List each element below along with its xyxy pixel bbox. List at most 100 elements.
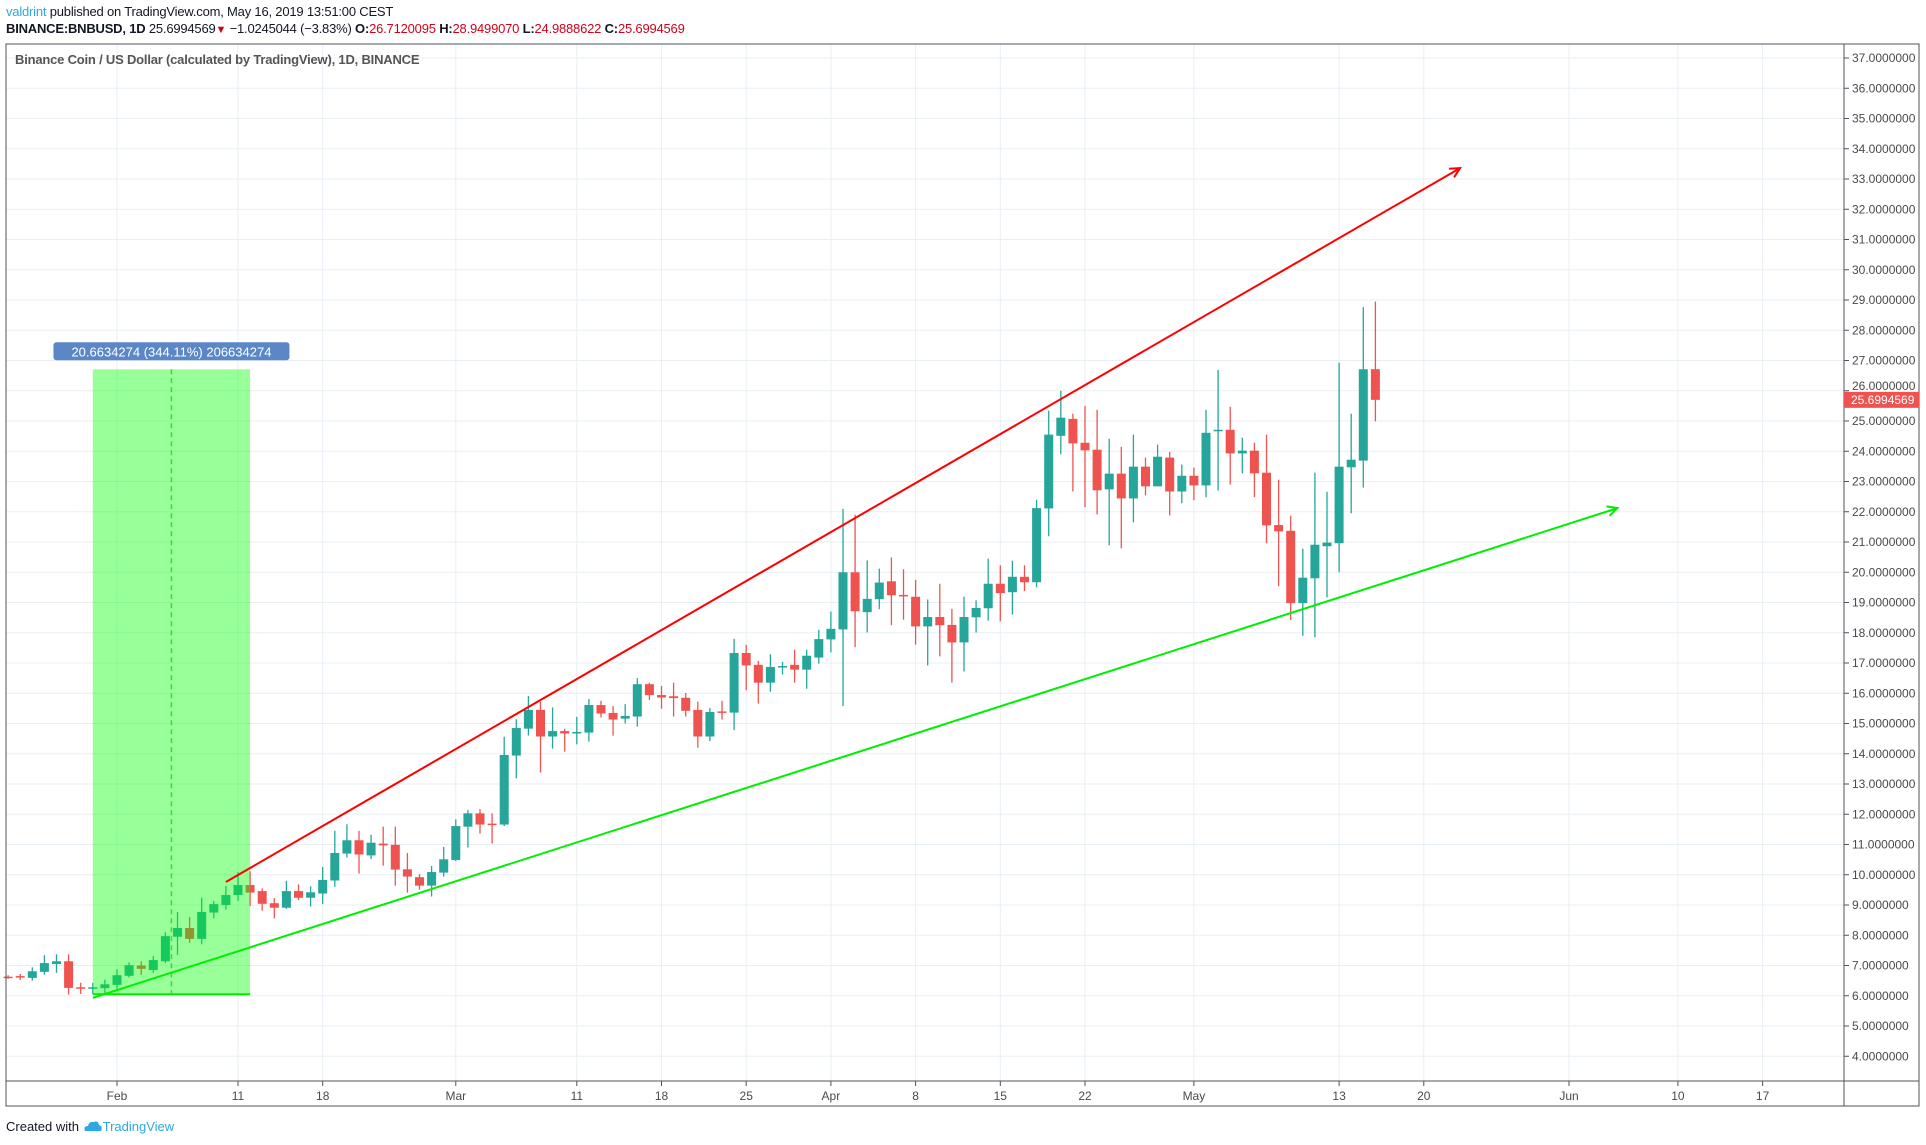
candle	[3, 975, 13, 979]
candle-body	[439, 859, 449, 873]
price-range-box[interactable]	[92, 369, 251, 995]
candle	[197, 897, 207, 945]
candle-body	[451, 826, 461, 860]
candle-body	[681, 697, 691, 711]
price-tick-label: 10.0000000	[1852, 868, 1916, 882]
candle	[874, 568, 884, 610]
candle-body	[693, 709, 703, 737]
candle-body	[826, 628, 836, 640]
candle	[693, 701, 703, 748]
candle	[64, 954, 74, 995]
candle	[1080, 405, 1090, 508]
time-tick-label: 25	[740, 1089, 754, 1103]
candle-body	[475, 813, 485, 825]
candle	[269, 898, 279, 919]
candle	[294, 884, 303, 901]
candle-body	[995, 583, 1005, 594]
time-tick-label: Feb	[107, 1089, 128, 1103]
candle-body	[160, 936, 170, 962]
candle-body	[511, 728, 521, 756]
tradingview-link[interactable]: TradingView	[102, 1119, 175, 1134]
candle-body	[100, 984, 110, 989]
support-trendline[interactable]	[92, 508, 1618, 999]
candle	[390, 826, 400, 886]
candle-body	[499, 754, 509, 825]
high-value: 28.9499070	[452, 21, 520, 36]
grid-lines	[6, 44, 1844, 1081]
candle	[124, 962, 134, 978]
candle-body	[1274, 525, 1284, 532]
candle	[342, 824, 352, 858]
candle-body	[620, 715, 630, 719]
price-tick-label: 22.0000000	[1852, 505, 1916, 519]
candle-body	[318, 879, 328, 894]
candle	[185, 917, 195, 943]
candle	[378, 826, 388, 866]
resistance-trendline[interactable]	[225, 168, 1460, 883]
footer: Created with TradingView	[6, 1119, 174, 1134]
candle	[487, 813, 497, 844]
candle	[1213, 369, 1223, 491]
candle-body	[923, 617, 933, 627]
candle-body	[173, 927, 182, 937]
open-label: O:	[355, 21, 370, 36]
candle-body	[354, 840, 364, 855]
candle-body	[753, 664, 763, 683]
author-link[interactable]: valdrint	[6, 4, 47, 19]
low-value: 24.9888622	[534, 21, 602, 36]
candle-body	[874, 582, 884, 600]
candle-body	[330, 852, 340, 881]
time-tick-label: Mar	[445, 1089, 466, 1103]
price-tick-label: 31.0000000	[1852, 233, 1916, 247]
candle	[112, 969, 122, 989]
candle-body	[971, 607, 981, 618]
price-tick-label: 33.0000000	[1852, 172, 1916, 186]
current-price-label-bg	[1844, 391, 1919, 408]
candle	[947, 608, 957, 683]
price-axis[interactable]: 37.0000000 36.0000000 35.0000000 34.0000000…	[1844, 51, 1916, 1063]
price-tick-label: 32.0000000	[1852, 202, 1916, 216]
candle-body	[3, 976, 13, 979]
candle	[1116, 446, 1126, 549]
candle-body	[584, 705, 594, 733]
candle	[536, 701, 545, 773]
time-axis[interactable]: Feb 11 18 Mar 11 18 25 Apr 8 15 22 May 13 20 Jun 10 17	[107, 1081, 1770, 1103]
publish-line: valdrint published on TradingView.com, M…	[6, 4, 393, 19]
price-tick-label: 8.0000000	[1852, 928, 1909, 942]
candle	[136, 961, 146, 975]
candle-body	[136, 965, 146, 969]
candle-body	[838, 572, 848, 630]
candle	[1286, 515, 1296, 621]
candle-body	[1370, 369, 1380, 400]
candle-body	[1165, 457, 1175, 492]
candle-body	[899, 594, 908, 597]
candle	[596, 700, 606, 718]
candle	[1322, 491, 1332, 598]
candle	[669, 682, 679, 717]
time-tick-label: 18	[316, 1089, 330, 1103]
candle	[959, 596, 969, 672]
candle	[1262, 434, 1271, 544]
candle-body	[342, 840, 352, 854]
candle	[850, 514, 860, 648]
candle	[281, 880, 291, 909]
candle-body	[632, 684, 642, 717]
price-tick-label: 30.0000000	[1852, 263, 1916, 277]
candle	[1249, 442, 1259, 498]
time-tick-label: 8	[912, 1089, 919, 1103]
candle-body	[765, 666, 775, 683]
price-tick-label: 15.0000000	[1852, 717, 1916, 731]
candle	[790, 649, 800, 683]
candle	[221, 885, 231, 910]
candle-body	[1020, 576, 1029, 583]
price-tick-label: 36.0000000	[1852, 81, 1916, 95]
candle-body	[1092, 449, 1102, 491]
candle	[451, 819, 461, 862]
close-value: 25.6994569	[617, 21, 685, 36]
time-tick-label: Jun	[1559, 1089, 1578, 1103]
drawings[interactable]: 20.6634274 (344.11%) 206634274	[53, 168, 1618, 999]
price-tick-label: 14.0000000	[1852, 747, 1916, 761]
candle	[1237, 437, 1247, 474]
candle-body	[911, 596, 921, 627]
